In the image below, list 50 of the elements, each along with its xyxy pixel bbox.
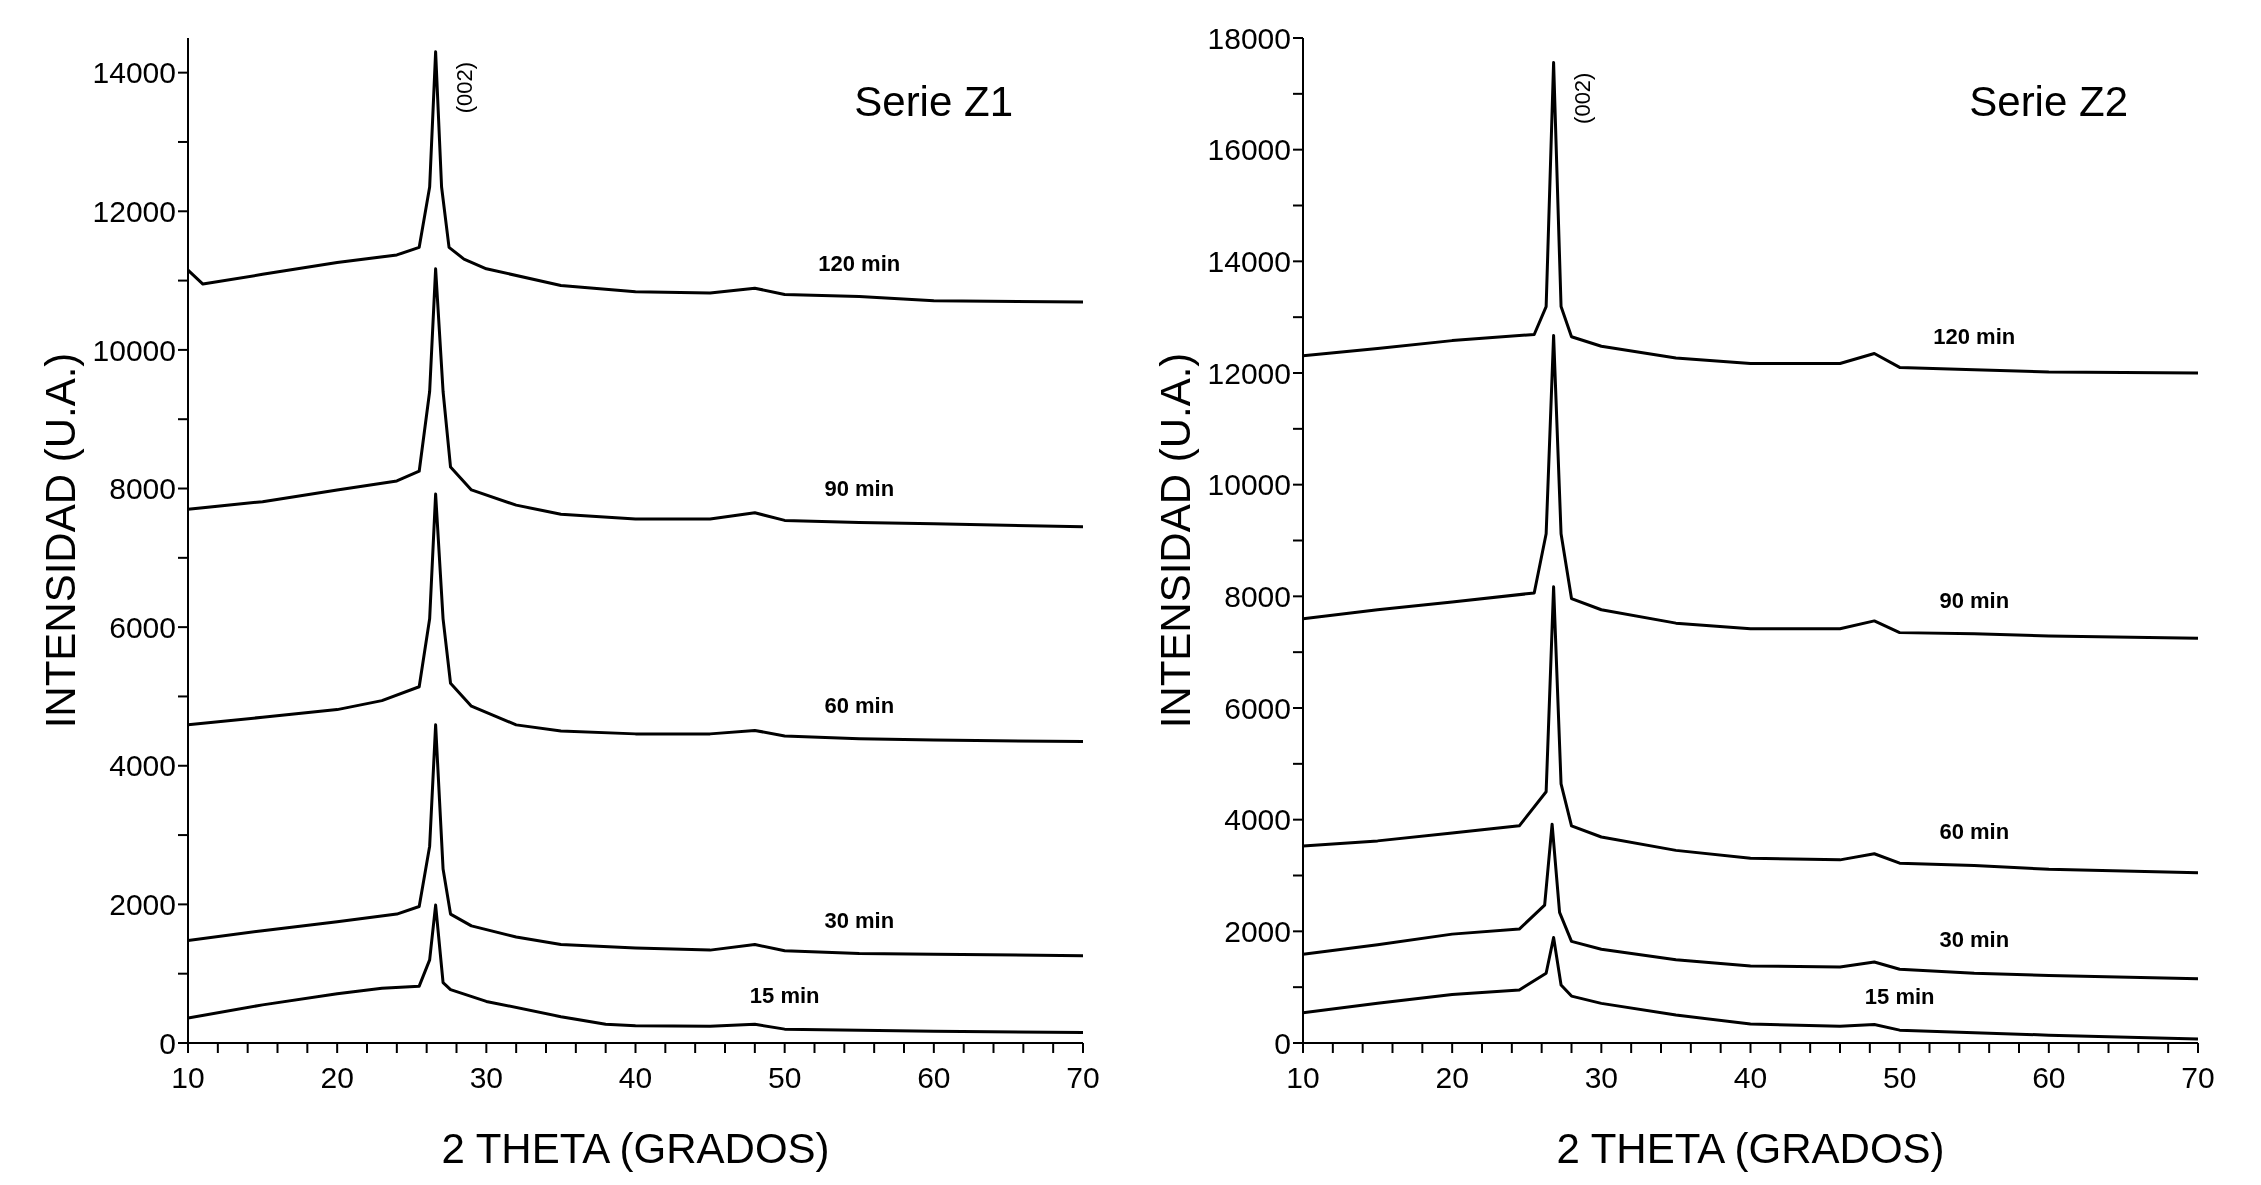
annotation: Serie Z1 bbox=[854, 78, 1013, 126]
y-tick-label: 4000 bbox=[109, 749, 176, 783]
y-axis-title: INTENSIDAD (U.A.) bbox=[1151, 352, 1199, 729]
y-tick-label: 6000 bbox=[109, 610, 176, 644]
annotation: (002) bbox=[1569, 72, 1595, 124]
series-label: 15 min bbox=[1864, 984, 1935, 1010]
x-tick-label: 40 bbox=[1733, 1061, 1768, 1095]
y-tick-label: 14000 bbox=[92, 56, 176, 90]
x-axis-title: 2 THETA (GRADOS) bbox=[1556, 1125, 1945, 1172]
x-tick-label: 40 bbox=[618, 1061, 653, 1095]
x-tick-label: 10 bbox=[171, 1061, 205, 1095]
y-tick-label: 4000 bbox=[1224, 803, 1291, 837]
x-tick-label: 70 bbox=[1066, 1061, 1100, 1095]
series-label: 90 min bbox=[1939, 587, 2010, 613]
y-tick-label: 16000 bbox=[1207, 133, 1291, 167]
series-label: 60 min bbox=[824, 692, 895, 718]
y-tick-label: 2000 bbox=[1224, 914, 1291, 948]
x-tick-label: 50 bbox=[1882, 1061, 1917, 1095]
x-tick-label: 30 bbox=[1584, 1061, 1619, 1095]
y-tick-label: 8000 bbox=[109, 472, 176, 506]
y-tick-label: 8000 bbox=[1224, 579, 1291, 613]
y-tick-label: 10000 bbox=[1207, 468, 1291, 502]
series-label: 15 min bbox=[749, 983, 820, 1009]
x-tick-label: 10 bbox=[1286, 1061, 1320, 1095]
series-label: 30 min bbox=[1939, 927, 2010, 953]
x-tick-label: 70 bbox=[2181, 1061, 2215, 1095]
series-label: 60 min bbox=[1939, 819, 2010, 845]
y-tick-label: 2000 bbox=[109, 888, 176, 922]
x-axis-title: 2 THETA (GRADOS) bbox=[441, 1125, 830, 1172]
y-tick-label: 6000 bbox=[1224, 691, 1291, 725]
annotation: Serie Z2 bbox=[1969, 78, 2128, 126]
y-tick-label: 18000 bbox=[1207, 21, 1291, 55]
x-tick-label: 60 bbox=[917, 1061, 951, 1095]
y-tick-label: 14000 bbox=[1207, 244, 1291, 278]
x-tick-label: 20 bbox=[1435, 1061, 1469, 1095]
series-label: 90 min bbox=[824, 476, 895, 502]
series-label: 30 min bbox=[824, 907, 895, 933]
y-axis-title: INTENSIDAD (U.A.) bbox=[36, 352, 84, 729]
y-tick-label: 12000 bbox=[92, 194, 176, 228]
y-tick-label: 0 bbox=[159, 1026, 176, 1060]
series-label: 120 min bbox=[1933, 323, 2016, 349]
y-tick-label: 10000 bbox=[92, 333, 176, 367]
x-tick-label: 60 bbox=[2032, 1061, 2066, 1095]
y-tick-label: 12000 bbox=[1207, 356, 1291, 390]
x-tick-label: 50 bbox=[767, 1061, 802, 1095]
x-tick-label: 30 bbox=[469, 1061, 504, 1095]
series-label: 120 min bbox=[818, 250, 901, 276]
y-tick-label: 0 bbox=[1274, 1026, 1291, 1060]
annotation: (002) bbox=[451, 61, 477, 114]
x-tick-label: 20 bbox=[320, 1061, 354, 1095]
